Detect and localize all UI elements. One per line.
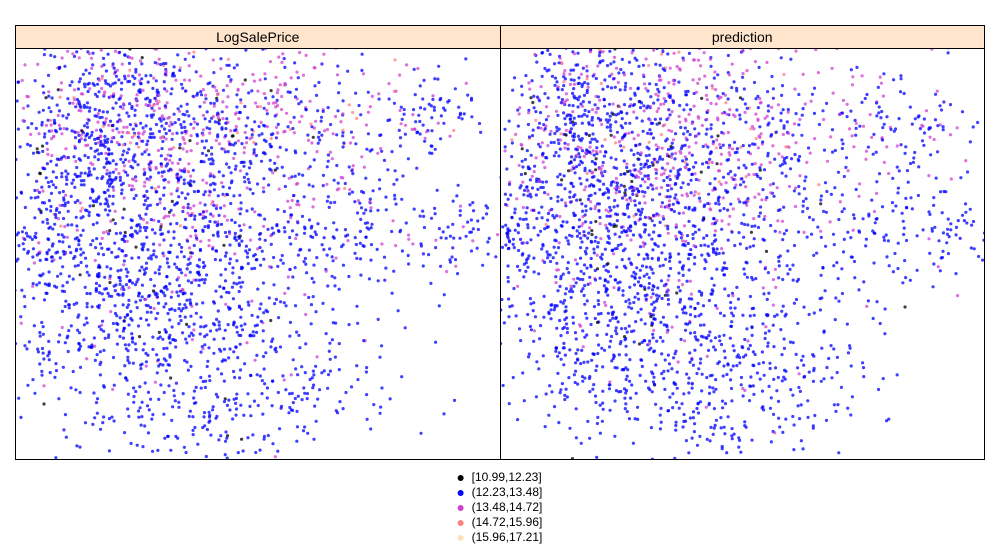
panel-header-right: prediction — [501, 26, 985, 49]
panel-left: LogSalePrice — [15, 25, 501, 460]
legend-label: (14.72,15.96] — [472, 515, 543, 530]
figure-container: LogSalePrice prediction [10.99,12.23] (1… — [0, 0, 1000, 556]
legend-swatch-icon — [458, 475, 464, 481]
legend-swatch-icon — [458, 520, 464, 526]
panel-right: prediction — [501, 25, 986, 460]
legend: [10.99,12.23] (12.23,13.48] (13.48,14.72… — [458, 470, 543, 545]
legend-item: (13.48,14.72] — [458, 500, 543, 515]
legend-item: (15.96,17.21] — [458, 530, 543, 545]
legend-item: (14.72,15.96] — [458, 515, 543, 530]
legend-item: (12.23,13.48] — [458, 485, 543, 500]
legend-label: [10.99,12.23] — [472, 470, 542, 485]
plot-area-left — [16, 49, 500, 459]
legend-label: (15.96,17.21] — [472, 530, 543, 545]
legend-label: (12.23,13.48] — [472, 485, 543, 500]
legend-swatch-icon — [458, 490, 464, 496]
scatter-svg-left — [16, 49, 500, 459]
plot-area-right — [501, 49, 985, 459]
legend-swatch-icon — [458, 535, 464, 541]
scatter-svg-right — [501, 49, 985, 459]
panel-header-left: LogSalePrice — [16, 26, 500, 49]
legend-label: (13.48,14.72] — [472, 500, 543, 515]
legend-swatch-icon — [458, 505, 464, 511]
legend-item: [10.99,12.23] — [458, 470, 543, 485]
panels-row: LogSalePrice prediction — [15, 25, 985, 460]
